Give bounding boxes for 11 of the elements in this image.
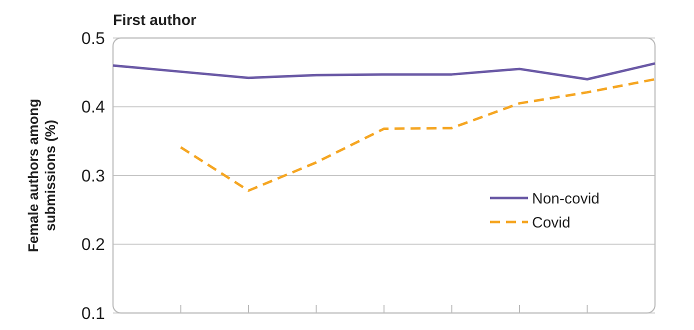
y-tick-label: 0.4 (81, 98, 105, 117)
y-tick-label: 0.5 (81, 28, 105, 48)
y-tick-label: 0.3 (81, 166, 105, 186)
legend-label: Covid (532, 214, 570, 232)
y-axis-title: Female authors among submissions (%) (25, 98, 58, 252)
chart-title: First author (113, 12, 196, 29)
legend-label: Non-covid (532, 190, 600, 208)
y-tick-label: 0.2 (81, 235, 105, 254)
line-series (180, 78, 656, 192)
y-tick-label: 0.1 (81, 304, 105, 323)
line-series (112, 62, 656, 80)
